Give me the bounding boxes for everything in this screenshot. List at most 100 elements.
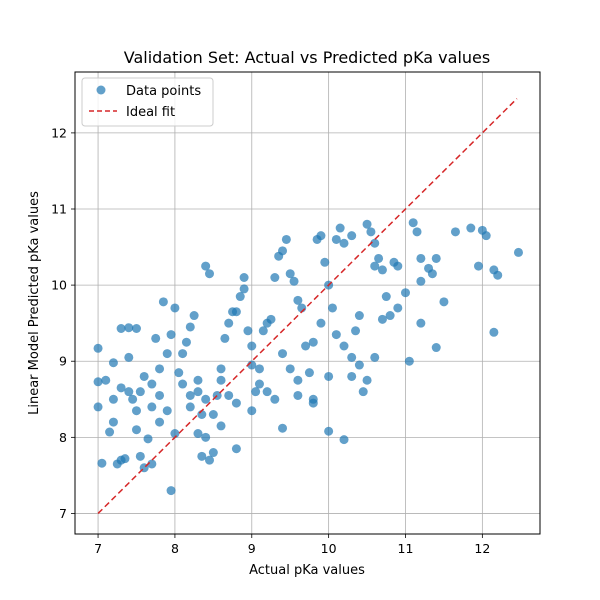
data-point xyxy=(231,444,241,454)
data-point xyxy=(362,219,372,229)
data-point xyxy=(339,341,349,351)
data-point xyxy=(316,231,326,241)
x-tick-label: 11 xyxy=(398,541,414,556)
data-point xyxy=(293,390,303,400)
data-point xyxy=(155,364,165,374)
data-point xyxy=(235,292,245,302)
data-point xyxy=(124,352,134,362)
data-point xyxy=(481,231,491,241)
data-point xyxy=(178,379,188,389)
y-tick-label: 9 xyxy=(59,354,67,369)
data-point xyxy=(131,323,141,333)
data-point xyxy=(354,311,364,321)
data-point xyxy=(205,455,215,465)
data-point xyxy=(128,394,138,404)
data-point xyxy=(258,326,268,336)
grid xyxy=(75,72,540,534)
data-point xyxy=(270,273,280,283)
data-point xyxy=(316,318,326,328)
data-point xyxy=(135,387,145,397)
data-point xyxy=(308,337,318,347)
data-point xyxy=(266,314,276,324)
data-point xyxy=(185,390,195,400)
data-point xyxy=(216,421,226,431)
axes-frame xyxy=(74,71,541,535)
data-point xyxy=(381,292,391,302)
data-point xyxy=(416,318,426,328)
data-point xyxy=(97,458,107,468)
data-point xyxy=(377,265,387,275)
data-point xyxy=(147,379,157,389)
data-point xyxy=(370,352,380,362)
x-axis-ticks: 7 8 9 10 11 12 xyxy=(94,534,490,556)
data-point xyxy=(416,276,426,286)
data-point xyxy=(347,371,357,381)
data-point xyxy=(293,375,303,385)
data-point xyxy=(362,375,372,385)
data-point xyxy=(408,218,418,228)
data-point xyxy=(370,261,380,271)
data-point xyxy=(427,269,437,279)
data-point xyxy=(93,377,103,387)
y-tick-label: 11 xyxy=(51,202,67,217)
y-axis-ticks: 7 8 9 10 11 12 xyxy=(51,125,75,521)
data-point xyxy=(108,417,118,427)
data-point xyxy=(201,394,211,404)
data-point xyxy=(278,423,288,433)
data-point xyxy=(178,349,188,359)
data-point xyxy=(262,387,272,397)
data-point xyxy=(450,227,460,237)
data-point xyxy=(147,459,157,469)
data-point xyxy=(216,375,226,385)
data-point xyxy=(393,261,403,271)
data-point xyxy=(347,231,357,241)
data-point xyxy=(324,426,334,436)
data-point xyxy=(139,371,149,381)
legend-marker-data-points xyxy=(96,85,106,95)
data-point xyxy=(151,333,161,343)
data-point xyxy=(120,454,130,464)
data-point xyxy=(181,337,191,347)
data-point xyxy=(185,322,195,332)
data-point xyxy=(439,297,449,307)
data-point xyxy=(131,406,141,416)
data-point xyxy=(147,402,157,412)
data-point xyxy=(143,434,153,444)
data-point xyxy=(281,234,291,244)
data-point xyxy=(374,253,384,263)
x-tick-label: 9 xyxy=(248,541,256,556)
data-point xyxy=(285,364,295,374)
data-point xyxy=(320,257,330,267)
data-point xyxy=(324,371,334,381)
x-tick-label: 10 xyxy=(321,541,337,556)
data-point xyxy=(170,303,180,313)
data-point xyxy=(416,253,426,263)
x-axis-label: Actual pKa values xyxy=(249,563,365,578)
data-point xyxy=(354,360,364,370)
legend: Data points Ideal fit xyxy=(81,77,214,127)
data-point xyxy=(197,451,207,461)
data-point xyxy=(193,387,203,397)
data-point xyxy=(270,394,280,404)
data-point xyxy=(158,297,168,307)
data-point xyxy=(185,402,195,412)
data-point xyxy=(254,364,264,374)
data-point xyxy=(247,406,257,416)
data-points xyxy=(93,218,523,496)
data-point xyxy=(155,417,165,427)
data-point xyxy=(335,223,345,233)
data-point xyxy=(254,379,264,389)
legend-label-ideal-fit: Ideal fit xyxy=(126,105,175,120)
data-point xyxy=(108,394,118,404)
data-point xyxy=(301,341,311,351)
data-point xyxy=(189,311,199,321)
data-point xyxy=(231,307,241,317)
data-point xyxy=(474,261,484,271)
data-point xyxy=(108,358,118,368)
data-point xyxy=(331,330,341,340)
data-point xyxy=(224,318,234,328)
data-point xyxy=(327,303,337,313)
x-tick-label: 7 xyxy=(94,541,102,556)
data-point xyxy=(278,246,288,256)
